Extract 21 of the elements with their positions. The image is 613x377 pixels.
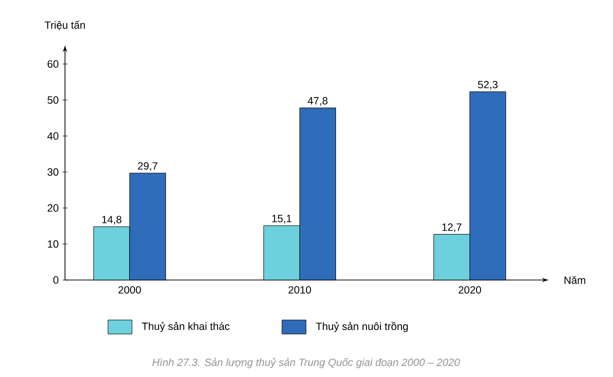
y-tick-label: 10 [48,240,58,248]
text: Hình 27.3. Sản lượng thuỷ sản Trung Quốc giai đoạn 2000 – 2020 [152,358,460,368]
data-label: 52,3 [478,80,498,90]
y-tick-label: 60 [48,60,58,68]
x-tick-label: 2010 [288,286,311,294]
data-label: 29,7 [138,162,158,171]
y-axis-title: Triệu tấn [44,20,85,30]
x-axis-title: Năm [564,276,586,284]
data-label: 47,8 [308,97,328,106]
y-tick-label: 50 [48,96,58,104]
x-tick-label: 2000 [118,286,141,294]
data-label: 14,8 [102,216,122,225]
y-tick-label: 20 [48,204,58,212]
x-tick-label: 2020 [458,286,482,294]
legend-label: Thuỷ sản nuôi trồng [316,322,408,332]
y-tick-label: 30 [48,168,58,176]
legend-label: Thuỷ sản khai thác [142,322,230,332]
y-tick-label: 40 [47,132,58,140]
data-label: 12,7 [442,223,462,232]
y-tick-label: 0 [53,276,58,284]
data-label: 15,1 [272,214,292,224]
